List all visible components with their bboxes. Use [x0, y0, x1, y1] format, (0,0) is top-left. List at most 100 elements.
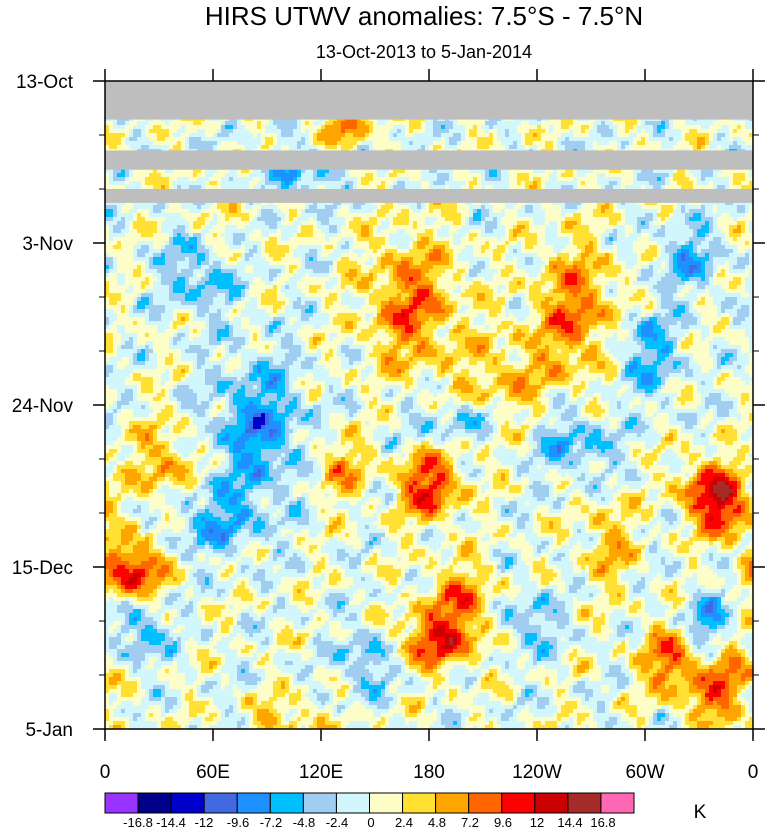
- field-cell: [145, 133, 150, 138]
- field-cell: [365, 173, 370, 178]
- field-cell: [593, 169, 598, 174]
- field-cell: [477, 181, 482, 186]
- field-cell: [561, 201, 566, 206]
- field-cell: [425, 145, 430, 150]
- field-cell: [349, 173, 354, 178]
- field-cell: [453, 201, 458, 206]
- field-cell: [257, 169, 262, 174]
- field-cell: [569, 181, 574, 186]
- field-cell: [413, 201, 418, 206]
- field-cell: [665, 145, 670, 150]
- field-cell: [185, 185, 190, 190]
- field-cell: [441, 181, 446, 186]
- field-cell: [313, 133, 318, 138]
- field-cell: [317, 169, 322, 174]
- field-cell: [153, 201, 158, 206]
- field-cell: [509, 177, 514, 182]
- field-cell: [741, 181, 746, 186]
- field-cell: [205, 141, 210, 146]
- field-cell: [597, 181, 602, 186]
- field-cell: [685, 169, 690, 174]
- field-cell: [393, 201, 398, 206]
- field-cell: [641, 145, 646, 150]
- field-cell: [537, 181, 542, 186]
- field-cell: [129, 173, 134, 178]
- field-cell: [397, 185, 402, 190]
- field-cell: [645, 145, 650, 150]
- field-cell: [665, 133, 670, 138]
- field-cell: [137, 177, 142, 182]
- field-cell: [517, 169, 522, 174]
- field-cell: [389, 185, 394, 190]
- field-cell: [377, 125, 382, 130]
- field-cell: [237, 177, 242, 182]
- field-cell: [325, 173, 330, 178]
- field-cell: [325, 129, 330, 134]
- field-cell: [701, 125, 706, 130]
- field-cell: [273, 181, 278, 186]
- field-cell: [649, 121, 654, 126]
- field-cell: [197, 133, 202, 138]
- field-cell: [109, 169, 114, 174]
- field-cell: [505, 169, 510, 174]
- field-cell: [293, 181, 298, 186]
- field-cell: [693, 173, 698, 178]
- field-cell: [465, 169, 470, 174]
- field-cell: [517, 181, 522, 186]
- field-cell: [705, 173, 710, 178]
- field-cell: [221, 185, 226, 190]
- field-cell: [193, 121, 198, 126]
- field-cell: [417, 137, 422, 142]
- field-cell: [737, 141, 742, 146]
- field-cell: [409, 181, 414, 186]
- field-cell: [697, 185, 702, 190]
- field-cell: [141, 173, 146, 178]
- field-cell: [297, 145, 302, 150]
- field-cell: [109, 177, 114, 182]
- field-cell: [625, 141, 630, 146]
- field-cell: [445, 121, 450, 126]
- field-cell: [529, 125, 534, 130]
- field-cell: [389, 177, 394, 182]
- field-cell: [625, 185, 630, 190]
- field-cell: [657, 129, 662, 134]
- field-cell: [401, 169, 406, 174]
- field-cell: [393, 121, 398, 126]
- field-cell: [305, 133, 310, 138]
- field-cell: [417, 121, 422, 126]
- field-cell: [513, 137, 518, 142]
- field-cell: [749, 137, 754, 142]
- field-cell: [145, 125, 150, 130]
- field-cell: [429, 177, 434, 182]
- field-cell: [709, 145, 714, 150]
- field-cell: [361, 129, 366, 134]
- field-cell: [389, 129, 394, 134]
- field-cell: [633, 141, 638, 146]
- field-cell: [625, 137, 630, 142]
- field-cell: [545, 185, 550, 190]
- field-cell: [405, 125, 410, 130]
- field-cell: [237, 181, 242, 186]
- field-cell: [733, 129, 738, 134]
- field-cell: [641, 169, 646, 174]
- field-cell: [285, 181, 290, 186]
- field-cell: [605, 137, 610, 142]
- field-cell: [445, 145, 450, 150]
- field-cell: [745, 125, 750, 130]
- field-cell: [165, 181, 170, 186]
- field-cell: [597, 133, 602, 138]
- field-cell: [225, 121, 230, 126]
- field-cell: [249, 133, 254, 138]
- field-cell: [213, 169, 218, 174]
- field-cell: [297, 141, 302, 146]
- field-cell: [745, 173, 750, 178]
- field-cell: [697, 177, 702, 182]
- field-cell: [297, 125, 302, 130]
- field-cell: [669, 129, 674, 134]
- field-cell: [537, 185, 542, 190]
- field-cell: [645, 133, 650, 138]
- field-cell: [473, 121, 478, 126]
- field-cell: [229, 129, 234, 134]
- field-cell: [401, 141, 406, 146]
- field-cell: [109, 137, 114, 142]
